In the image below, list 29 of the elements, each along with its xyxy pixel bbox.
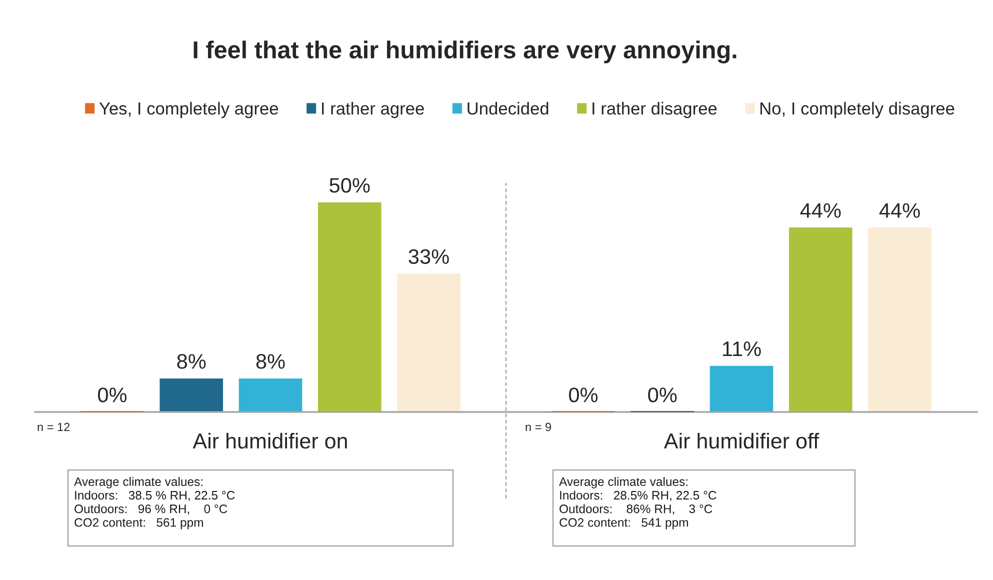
text: Average climate values: Indoors: 28.5% RH, 22.5 °C Outdoors: 86% RH, 3 °C CO2 content: 541 ppm (559, 477, 716, 530)
data-label: 50% (330, 178, 370, 193)
data-label: 8% (177, 354, 206, 369)
legend-label: I rather agree (322, 102, 424, 118)
x-tick-label: Air humidifier off (664, 432, 820, 449)
data-label: 8% (256, 354, 285, 369)
bar (788, 228, 852, 412)
data-label: 44% (879, 203, 920, 218)
x-tick-label: Air humidifier on (192, 432, 347, 449)
bar (397, 274, 460, 412)
data-label: 44% (800, 203, 841, 218)
data-label: 0% (98, 388, 127, 402)
legend-label: Yes, I completely agree (99, 102, 278, 118)
chart-title: I feel that the air humidifiers are very annoying. (194, 40, 736, 64)
data-label: 33% (408, 249, 449, 264)
bar (868, 228, 932, 412)
text: Average climate values: Indoors: 38.5 % RH, 22.5 °C Outdoors: 96 % RH, 0 °C CO2 content: 561 ppm (74, 477, 235, 530)
bar (160, 378, 224, 412)
legend-label: No, I completely disagree (760, 102, 954, 118)
text: n = 12 (38, 422, 70, 432)
data-label: 0% (648, 388, 677, 402)
legend-label: Undecided (468, 102, 548, 115)
bar (238, 378, 302, 412)
legend-label: I rather disagree (592, 102, 717, 118)
data-label: 11% (723, 342, 761, 356)
text: n = 9 (526, 422, 552, 432)
bar (710, 366, 774, 412)
bar (318, 202, 382, 412)
data-label: 0% (569, 388, 598, 402)
